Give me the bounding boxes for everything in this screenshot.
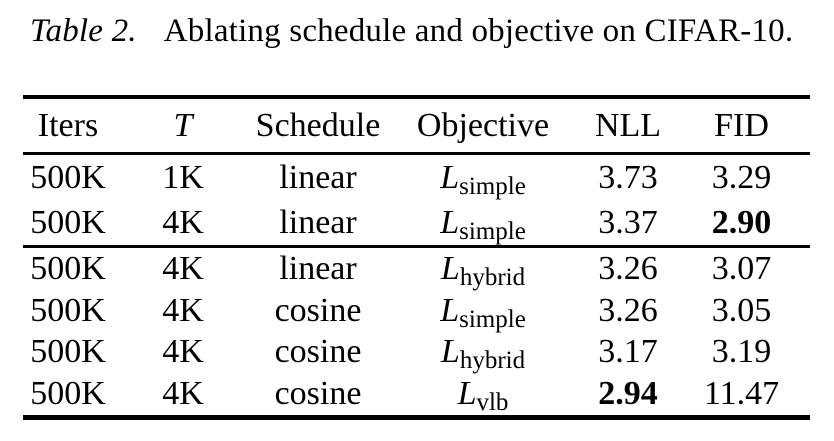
cell-schedule: cosine bbox=[274, 333, 362, 371]
cell-fid: 3.05 bbox=[711, 291, 772, 329]
cell-objective: Lsimple bbox=[383, 203, 583, 244]
section-divider-rule bbox=[23, 245, 810, 248]
cell-iters: 500K bbox=[30, 158, 106, 196]
col-header-iters: Iters bbox=[37, 106, 99, 144]
objective-symbol: L bbox=[440, 249, 460, 287]
table-section-2: 500K 4K linear Lhybrid 3.26 3.07 500K 4K… bbox=[23, 248, 810, 415]
cell-t: 4K bbox=[162, 249, 204, 287]
cell-schedule: linear bbox=[279, 203, 357, 241]
objective-symbol: L bbox=[440, 203, 460, 241]
cell-objective: Lhybrid bbox=[383, 249, 583, 290]
cell-nll: 3.26 bbox=[598, 291, 658, 329]
objective-subscript: hybrid bbox=[459, 263, 526, 291]
objective-subscript: simple bbox=[459, 305, 526, 333]
cell-t: 4K bbox=[162, 291, 204, 329]
objective-symbol: L bbox=[457, 374, 477, 412]
cell-schedule: cosine bbox=[274, 374, 362, 412]
cell-fid-best: 2.90 bbox=[711, 203, 772, 241]
col-header-fid: FID bbox=[714, 106, 769, 144]
header-rule bbox=[23, 152, 810, 155]
cell-nll-best: 2.94 bbox=[598, 374, 658, 412]
objective-subscript: simple bbox=[459, 217, 526, 245]
table-row: 500K 4K linear Lsimple 3.37 2.90 bbox=[23, 200, 810, 245]
cell-fid: 3.07 bbox=[711, 249, 772, 287]
cell-iters: 500K bbox=[30, 291, 106, 329]
cell-objective: Lvlb bbox=[383, 374, 583, 415]
cell-t: 4K bbox=[162, 203, 204, 241]
objective-symbol: L bbox=[440, 291, 460, 329]
cell-schedule: cosine bbox=[274, 291, 362, 329]
caption-text: Ablating schedule and objective on CIFAR… bbox=[163, 13, 794, 49]
cell-t: 1K bbox=[162, 158, 204, 196]
cell-fid: 3.19 bbox=[711, 333, 772, 371]
table-row: 500K 4K cosine Lvlb 2.94 11.47 bbox=[23, 373, 810, 415]
table-caption: Table 2. Ablating schedule and objective … bbox=[30, 13, 793, 50]
cell-iters: 500K bbox=[30, 249, 106, 287]
cell-t: 4K bbox=[162, 374, 204, 412]
objective-subscript: vlb bbox=[476, 388, 509, 416]
cell-iters: 500K bbox=[30, 374, 106, 412]
cell-objective: Lhybrid bbox=[383, 333, 583, 374]
table-section-1: 500K 1K linear Lsimple 3.73 3.29 500K 4K… bbox=[23, 155, 810, 245]
cell-iters: 500K bbox=[30, 203, 106, 241]
cell-fid: 3.29 bbox=[711, 158, 772, 196]
cell-iters: 500K bbox=[30, 333, 106, 371]
cell-schedule: linear bbox=[279, 249, 357, 287]
objective-symbol: L bbox=[440, 333, 460, 371]
table-row: 500K 1K linear Lsimple 3.73 3.29 bbox=[23, 155, 810, 200]
objective-symbol: L bbox=[440, 158, 460, 196]
results-table: Iters T Schedule Objective NLL FID 500K … bbox=[23, 95, 810, 420]
cell-t: 4K bbox=[162, 333, 204, 371]
cell-nll: 3.17 bbox=[598, 333, 658, 371]
col-header-schedule: Schedule bbox=[255, 106, 381, 144]
objective-subscript: hybrid bbox=[459, 347, 526, 375]
cell-objective: Lsimple bbox=[383, 291, 583, 332]
table-row: 500K 4K cosine Lhybrid 3.17 3.19 bbox=[23, 331, 810, 374]
table-row: 500K 4K linear Lhybrid 3.26 3.07 bbox=[23, 248, 810, 290]
objective-subscript: simple bbox=[459, 172, 526, 200]
cell-nll: 3.26 bbox=[598, 249, 658, 287]
caption-label: Table 2. bbox=[30, 13, 137, 49]
cell-nll: 3.73 bbox=[598, 158, 658, 196]
cell-fid: 11.47 bbox=[703, 374, 780, 412]
cell-schedule: linear bbox=[279, 158, 357, 196]
col-header-t: T bbox=[173, 106, 193, 144]
col-header-nll: NLL bbox=[594, 106, 662, 144]
table-row: 500K 4K cosine Lsimple 3.26 3.05 bbox=[23, 290, 810, 332]
table-header-row: Iters T Schedule Objective NLL FID bbox=[23, 99, 810, 152]
cell-objective: Lsimple bbox=[383, 158, 583, 199]
col-header-objective: Objective bbox=[416, 106, 550, 144]
cell-nll: 3.37 bbox=[598, 203, 658, 241]
